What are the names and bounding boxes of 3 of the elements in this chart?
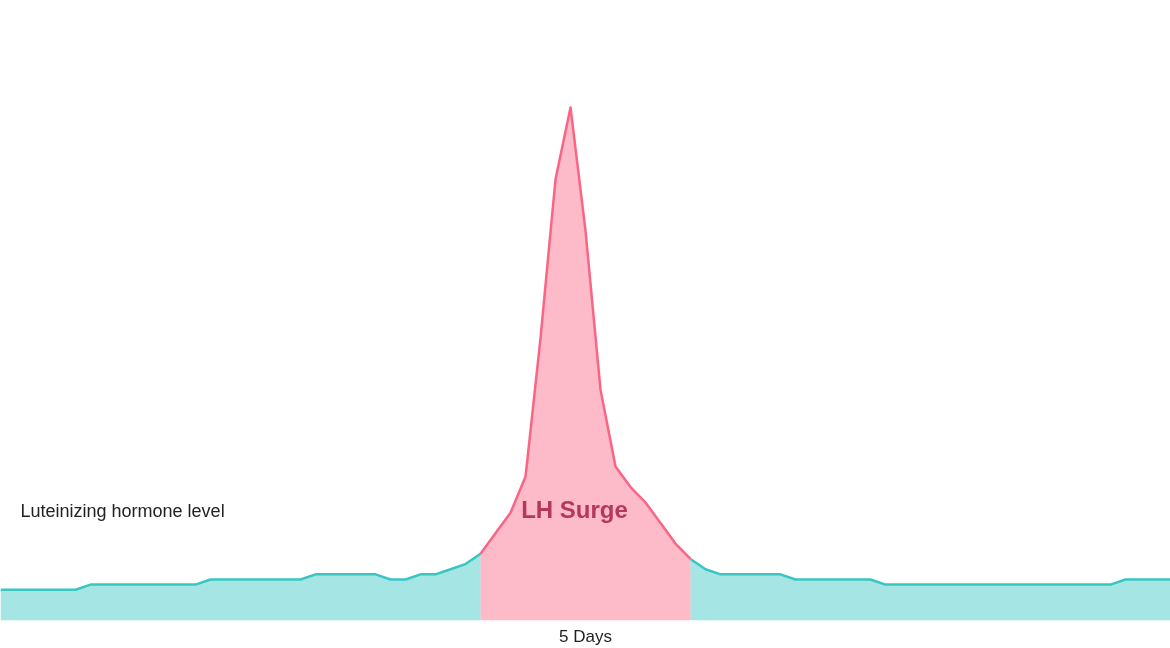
annotation: Luteinizing hormone level <box>20 500 225 521</box>
annotation: LH Surge <box>521 495 628 523</box>
x-axis-title: 5 Days <box>559 626 612 646</box>
